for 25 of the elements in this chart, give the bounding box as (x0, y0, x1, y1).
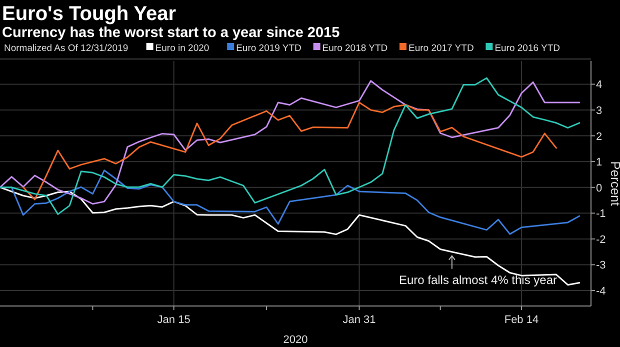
legend-label: Euro 2017 YTD (408, 43, 474, 54)
line-series (0, 186, 580, 286)
y-axis-title: Percent (608, 161, 620, 206)
annotation: Euro falls almost 4% this year (398, 272, 558, 287)
line-series (22, 102, 557, 200)
y-tick-label: -3 (596, 260, 606, 272)
x-tick-label: Feb 14 (504, 314, 539, 326)
x-tick-label: Jan 31 (342, 314, 376, 326)
legend-label: Euro in 2020 (155, 43, 210, 54)
y-tick-label: -2 (596, 234, 606, 246)
x-axis-title: 2020 (283, 334, 308, 346)
legend-label: Euro 2016 YTD (494, 43, 560, 54)
y-tick-label: 0 (596, 182, 602, 194)
legend-label: Euro 2019 YTD (236, 43, 302, 54)
chart-subtitle: Currency has the worst start to a year since 2015 (2, 25, 340, 41)
y-tick-label: -1 (596, 208, 606, 220)
y-tick-label: 4 (596, 79, 602, 92)
legend-label: Euro 2018 YTD (322, 43, 388, 54)
y-tick-label: 1 (596, 156, 602, 169)
chart-title: Euro's Tough Year (2, 3, 176, 25)
legend-title: Normalized As Of 12/31/2019 (4, 43, 128, 54)
y-tick-label: 3 (596, 105, 602, 117)
y-tick-label: 2 (596, 130, 602, 143)
x-tick-label: Jan 15 (157, 314, 190, 326)
y-tick-label: -4 (596, 286, 606, 298)
